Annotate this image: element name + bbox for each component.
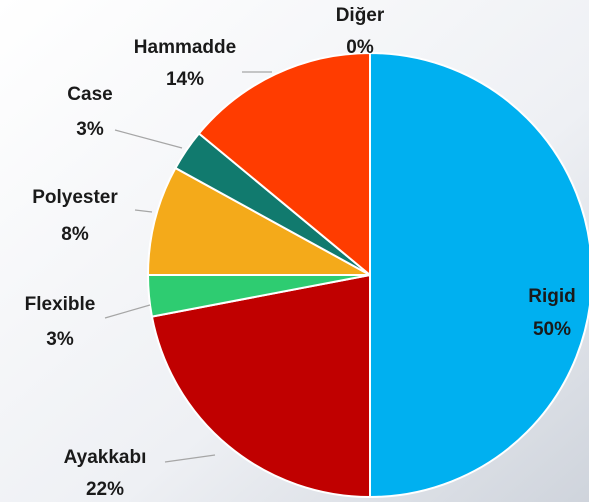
slice-value: 8% xyxy=(61,224,89,245)
slice-label: Ayakkabı xyxy=(64,447,147,468)
leader-line xyxy=(114,129,183,149)
slice-label: Polyester xyxy=(32,187,118,208)
slice-value: 14% xyxy=(166,69,204,90)
pie-slice xyxy=(150,273,371,499)
pie-slice xyxy=(146,166,371,276)
pie-slice xyxy=(197,51,371,278)
leader-line xyxy=(104,304,151,319)
slice-value: 22% xyxy=(86,479,124,500)
slice-label: Case xyxy=(67,84,112,105)
slice-value: 0% xyxy=(346,37,374,58)
leader-line xyxy=(164,454,216,463)
slice-label: Hammadde xyxy=(134,37,236,58)
slice-value: 3% xyxy=(46,329,74,350)
slice-value: 50% xyxy=(533,319,571,340)
pie xyxy=(146,51,589,499)
slice-label: Diğer xyxy=(336,5,385,26)
leader-line xyxy=(134,209,153,213)
slice-label: Flexible xyxy=(25,294,96,315)
slice-label: Rigid xyxy=(528,286,576,307)
labels: Rigid 50% Ayakkabı 22% Flexible 3% Polyester 8%… xyxy=(25,5,576,500)
slice-value: 3% xyxy=(76,119,104,140)
pie-slice xyxy=(369,51,589,499)
